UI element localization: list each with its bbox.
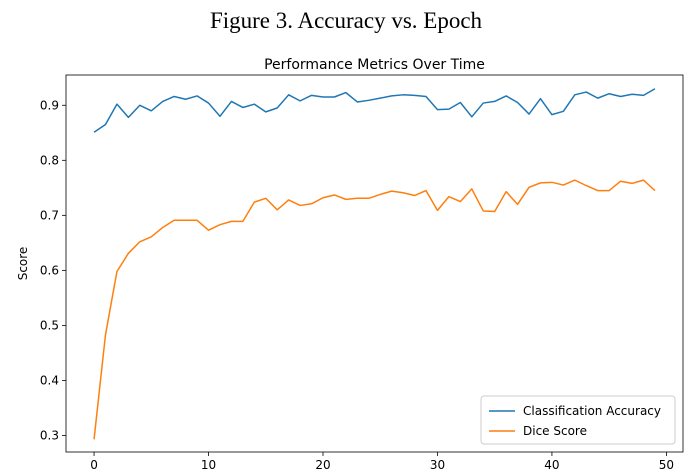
legend-label: Dice Score: [523, 424, 587, 438]
y-tick-label: 0.9: [40, 98, 59, 112]
y-tick-label: 0.3: [40, 428, 59, 442]
y-tick-label: 0.5: [40, 318, 59, 332]
y-tick-label: 0.4: [40, 373, 59, 387]
y-tick-label: 0.6: [40, 263, 59, 277]
legend-label: Classification Accuracy: [523, 404, 661, 418]
x-tick-label: 50: [659, 458, 674, 469]
figure-caption: Figure 3. Accuracy vs. Epoch: [209, 8, 483, 33]
chart-title: Performance Metrics Over Time: [264, 57, 485, 73]
x-tick-label: 10: [201, 458, 216, 469]
plot-frame: [65, 74, 684, 453]
y-axis-label: Score: [16, 247, 30, 281]
series-line-classification-accuracy: [93, 88, 656, 133]
x-tick-label: 30: [430, 458, 445, 469]
y-tick-label: 0.7: [40, 208, 59, 222]
legend-box: [480, 395, 676, 445]
x-tick-label: 20: [315, 458, 330, 469]
series-lines: [93, 88, 656, 440]
series-line-dice-score: [93, 179, 656, 440]
x-tick-label: 40: [544, 458, 559, 469]
axes: 0 10 20 30 40 50 0.3 0.4 0.5 0.6 0.7 0.8 0.9: [40, 74, 684, 469]
y-tick-label: 0.8: [40, 153, 59, 167]
x-tick-label: 0: [90, 458, 98, 469]
legend: Classification Accuracy Dice Score: [480, 395, 676, 445]
